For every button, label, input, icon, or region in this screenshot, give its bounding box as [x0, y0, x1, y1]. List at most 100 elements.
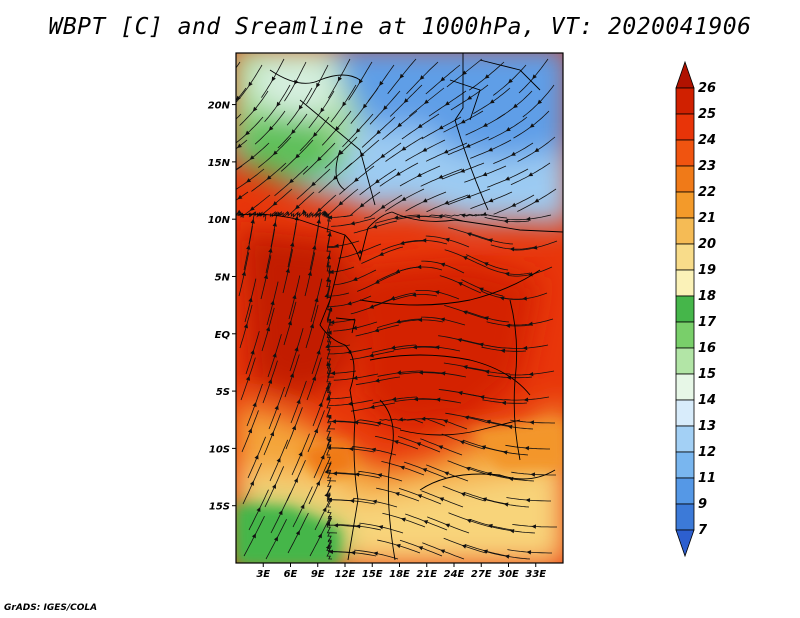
streamline-arrow	[399, 73, 405, 79]
streamline-arrow	[371, 447, 376, 452]
streamline-arrow	[368, 353, 374, 358]
streamline-arrow	[509, 247, 515, 252]
streamline-arrow	[418, 546, 424, 551]
streamline-arrow	[391, 396, 397, 402]
streamline-arrow	[482, 122, 488, 127]
streamline-arrow	[528, 321, 533, 326]
streamline-arrow	[352, 375, 358, 380]
streamline-arrow	[524, 446, 530, 451]
streamline-arrow	[254, 454, 259, 460]
streamline-arrow	[248, 81, 253, 87]
streamline-arrow	[424, 99, 429, 105]
streamline-arrow	[245, 375, 251, 381]
streamline-arrow	[457, 390, 463, 396]
streamline-arrow	[487, 238, 493, 243]
streamline-arrow	[502, 450, 508, 455]
streamline-arrow	[342, 101, 347, 107]
streamline-arrow	[504, 271, 510, 277]
streamline-arrow	[249, 155, 255, 160]
streamline-arrow	[483, 549, 488, 554]
streamline-arrow	[311, 375, 317, 381]
streamline-arrow	[399, 465, 405, 470]
colorbar-swatch	[675, 399, 695, 427]
streamline-arrow	[266, 175, 272, 180]
streamline-arrow	[273, 536, 278, 542]
streamline-arrow	[295, 204, 300, 210]
streamline-arrow	[309, 323, 315, 329]
streamline-arrow	[290, 241, 295, 247]
x-tick-label: 33E	[525, 569, 546, 580]
colorbar-swatch	[675, 113, 695, 141]
streamline-arrow	[278, 510, 283, 516]
streamline-arrow	[485, 419, 491, 424]
colorbar-swatch	[675, 347, 695, 375]
streamline-arrow	[484, 369, 490, 374]
streamline-arrow	[272, 483, 276, 489]
colorbar-swatch	[675, 425, 695, 453]
streamline-arrow	[250, 218, 255, 224]
streamline-arrow	[327, 215, 333, 220]
streamline-arrow	[532, 245, 538, 250]
streamline-arrow	[397, 122, 403, 128]
x-tick-label: 3E	[256, 569, 270, 580]
streamline-arrow	[457, 282, 463, 287]
country-borders	[236, 53, 563, 561]
colorbar-swatch	[675, 191, 695, 219]
colorbar-label: 17	[698, 315, 717, 330]
streamline-arrow	[508, 78, 513, 84]
streamline-arrow	[396, 370, 402, 375]
x-axis: 3E 6E 9E 12E 15E 18E 21E 24E 27E 30E 33E	[256, 563, 546, 580]
streamline-arrow	[411, 292, 417, 297]
streamline-arrow	[316, 218, 321, 224]
y-tick-label: 5N	[215, 272, 231, 283]
streamline-arrow	[362, 103, 368, 109]
streamline-arrow	[525, 498, 531, 503]
streamline-arrow	[328, 549, 333, 554]
x-tick-label: 24E	[444, 569, 465, 580]
streamline-arrow	[246, 244, 251, 250]
streamline-arrow	[237, 194, 243, 200]
streamline-arrow	[274, 405, 279, 411]
streamline-arrow	[534, 198, 540, 203]
streamline-arrow	[326, 254, 331, 260]
streamline-arrow	[418, 370, 423, 375]
streamline-arrow	[295, 530, 300, 536]
streamline	[236, 165, 243, 171]
streamline-arrow	[400, 517, 406, 522]
streamline-arrow	[293, 477, 298, 483]
streamline-arrow	[487, 147, 493, 152]
streamline-arrow	[272, 150, 278, 156]
streamline-arrow	[350, 221, 356, 226]
streamline-arrow	[353, 177, 359, 182]
streamline-arrow	[331, 419, 337, 424]
streamline-layer	[236, 58, 558, 560]
streamline-arrow	[298, 104, 303, 110]
colorbar-label: 21	[698, 211, 716, 226]
streamline-arrow	[417, 123, 423, 129]
streamline-arrow	[529, 420, 535, 425]
colorbar-swatch	[675, 321, 695, 349]
y-axis: 20N 15N 10N 5N EQ 5S 10S 15S	[208, 101, 236, 513]
streamline-arrow	[444, 101, 450, 106]
streamline-arrow	[329, 320, 335, 325]
streamline-arrow	[482, 497, 488, 502]
colorbar-label: 18	[698, 289, 716, 304]
streamline-arrow	[467, 95, 473, 100]
streamline-arrow	[478, 287, 484, 292]
streamline-arrow	[315, 480, 320, 486]
streamline-arrow	[355, 128, 361, 133]
streamline-arrow	[537, 99, 543, 105]
streamline-arrow	[499, 296, 505, 301]
streamline-arrow	[270, 300, 275, 306]
streamline-arrow	[510, 151, 516, 156]
streamline-arrow	[380, 204, 386, 209]
x-tick-label: 30E	[498, 569, 519, 580]
streamline-arrow	[268, 247, 273, 253]
streamline-arrow	[437, 214, 443, 219]
streamline-arrow	[401, 196, 407, 201]
streamline-arrow	[460, 168, 466, 173]
colorbar-label: 14	[698, 393, 716, 408]
streamline-arrow	[249, 480, 254, 486]
y-tick-label: 10N	[208, 215, 231, 226]
